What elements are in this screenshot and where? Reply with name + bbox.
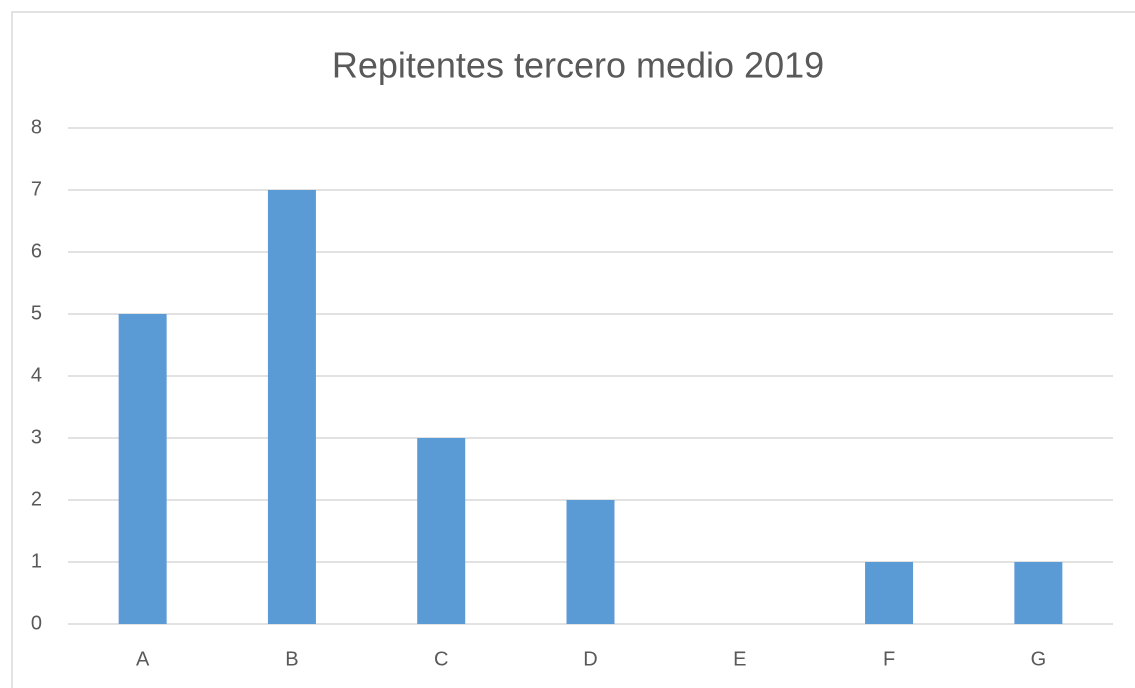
y-tick-label: 5 — [31, 302, 42, 324]
bar — [865, 562, 914, 624]
x-tick-label: D — [583, 648, 597, 670]
bar — [267, 190, 316, 624]
x-tick-label: F — [883, 648, 895, 670]
x-tick-label: G — [1031, 648, 1047, 670]
x-tick-label: E — [733, 648, 746, 670]
y-tick-label: 2 — [31, 488, 42, 510]
y-tick-label: 1 — [31, 550, 42, 572]
y-tick-label: 3 — [31, 426, 42, 448]
y-tick-label: 0 — [31, 612, 42, 634]
y-tick-label: 4 — [31, 364, 42, 386]
x-tick-label: A — [136, 648, 150, 670]
bar — [566, 500, 615, 624]
bar — [1014, 562, 1063, 624]
bar — [417, 438, 466, 624]
y-tick-label: 6 — [31, 240, 42, 262]
chart-title: Repitentes tercero medio 2019 — [332, 45, 824, 86]
x-tick-label: B — [285, 648, 298, 670]
y-tick-label: 8 — [31, 116, 42, 138]
x-tick-label: C — [434, 648, 448, 670]
y-tick-label: 7 — [31, 178, 42, 200]
bar — [118, 314, 167, 624]
